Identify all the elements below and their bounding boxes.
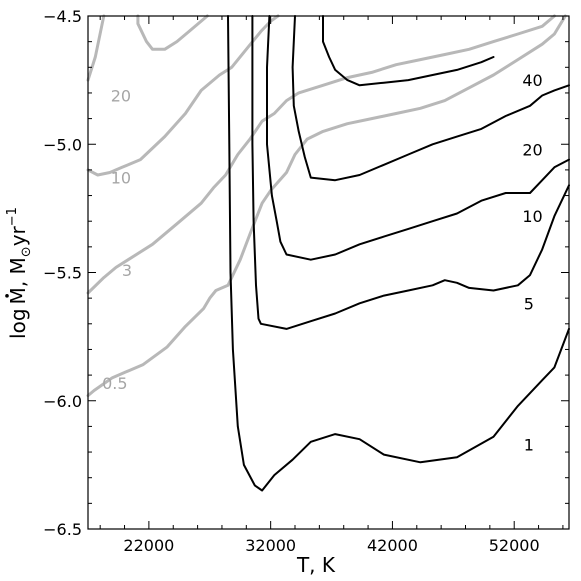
x-tick-label: 22000 (123, 536, 174, 555)
y-tick-label: −5.0 (43, 135, 82, 154)
gray-contour-label-20: 20 (111, 87, 131, 106)
y-axis-title-mdot: M (6, 287, 30, 304)
gray-contour-line-20 (86, 14, 106, 82)
black-contour-label-1: 1 (524, 435, 534, 454)
black-contour-line-10 (266, 15, 570, 261)
gray-contour-label-3: 3 (122, 261, 132, 280)
black-contour-line-20 (291, 15, 570, 182)
gray-contour-line-0-5 (86, 14, 567, 398)
x-tick-label: 42000 (367, 536, 418, 555)
gray-contour-line-3 (86, 14, 556, 295)
gray-contour-label-0-5: 0.5 (102, 374, 127, 393)
black-contour-line-40 (322, 15, 495, 87)
black-contour-label-40: 40 (522, 71, 542, 90)
plot-frame (87, 15, 570, 530)
x-tick-label: 32000 (245, 536, 296, 555)
x-axis-title: T, K (296, 553, 336, 577)
y-axis-title-base: log (6, 308, 30, 339)
black-contour-label-5: 5 (524, 294, 534, 313)
y-axis-title-mdot-dot (5, 294, 9, 298)
contour-series-layer (86, 14, 570, 492)
axis-tick-layer: 22000 32000 42000 52000 −6.5 −6.0 −5.5 −5.0 −4.5 (43, 7, 569, 555)
gray-contour-line-10 (86, 14, 280, 177)
gray-contour-line-40 (136, 14, 209, 51)
y-tick-label: −6.5 (43, 520, 82, 539)
black-contour-label-10: 10 (522, 207, 542, 226)
y-tick-label: −6.0 (43, 392, 82, 411)
y-axis-title-unit: yr (6, 225, 30, 246)
black-contour-label-20: 20 (522, 140, 542, 159)
y-tick-label: −4.5 (43, 7, 82, 26)
black-contour-line-5 (251, 15, 570, 330)
y-axis-title-exp: −1 (5, 207, 20, 226)
gray-contour-label-10: 10 (111, 169, 131, 188)
y-axis-title-sun: ⊙ (19, 246, 34, 257)
x-tick-label: 52000 (489, 536, 540, 555)
y-axis-title: log M, M⊙yr−1 (5, 207, 34, 339)
y-axis-title-sep: , M (6, 257, 30, 287)
y-tick-label: −5.5 (43, 264, 82, 283)
black-contour-line-1 (227, 15, 570, 492)
